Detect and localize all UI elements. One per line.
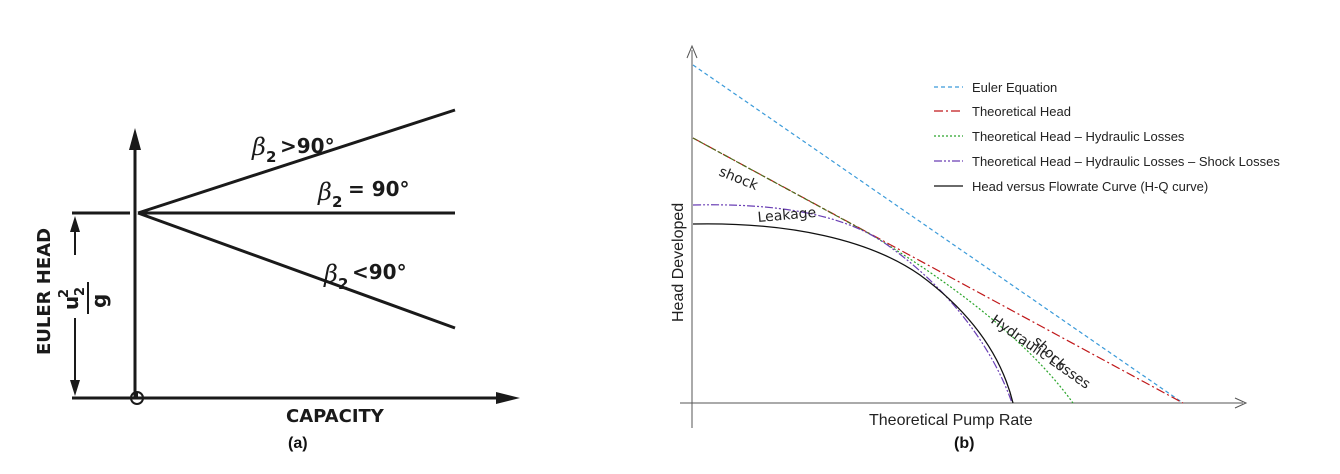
- panel-b-curve-theoretical-head: [692, 137, 1184, 404]
- panel-a-line-beta-gt-90: [137, 108, 456, 215]
- panel-a-beta-cond-1: >90°: [280, 134, 335, 158]
- panel-a-fraction-denominator: g: [87, 294, 111, 308]
- panel-b-caption: (b): [954, 435, 974, 452]
- panel-b-y-axis-arrow: [686, 44, 698, 59]
- panel-a-dimension-arrow-down: [70, 380, 80, 396]
- panel-a-x-axis-label: CAPACITY: [286, 406, 385, 427]
- legend-item-h-q-curve: Head versus Flowrate Curve (H-Q curve): [934, 179, 1208, 194]
- panel-b-curve-h-q: [692, 223, 1014, 404]
- panel-a-beta-cond-3: <90°: [352, 260, 407, 284]
- panel-a-line-beta-lt-90: [137, 211, 456, 330]
- panel-a-head-fraction: u 2 2 g: [57, 282, 111, 314]
- panel-a-fraction-numerator-sup: 2: [57, 289, 72, 298]
- panel-a-y-axis-arrow: [129, 128, 141, 150]
- panel-a-dimension-arrow-up: [70, 216, 80, 232]
- panel-a-x-axis-arrow: [496, 392, 520, 404]
- panel-a-y-axis-label: EULER HEAD: [34, 228, 55, 355]
- legend-label-hydraulic-losses: Theoretical Head – Hydraulic Losses: [972, 129, 1185, 144]
- panel-a-label-beta-eq-90: β 2 = 90°: [317, 177, 410, 211]
- panel-a-beta-symbol-2: β: [317, 178, 332, 206]
- panel-b-legend: Euler Equation Theoretical Head Theoreti…: [934, 80, 1280, 194]
- panel-b-curve-shock-losses: [692, 204, 1013, 404]
- legend-label-euler-equation: Euler Equation: [972, 80, 1057, 95]
- panel-a-label-beta-lt-90: β 2 <90°: [323, 260, 407, 293]
- legend-item-theoretical-head: Theoretical Head: [934, 104, 1071, 119]
- legend-label-shock-losses: Theoretical Head – Hydraulic Losses – Sh…: [972, 154, 1280, 169]
- panel-a-beta-symbol-1: β: [251, 133, 266, 161]
- panel-b-label-leakage: Leakage: [757, 205, 817, 226]
- panel-a-caption: (a): [288, 435, 308, 452]
- panel-b-curve-hydraulic-losses: [869, 233, 1074, 404]
- panel-b-label-shock-top: shock: [717, 164, 761, 194]
- panel-b-curve-euler-equation: [692, 64, 1184, 404]
- panel-a-fraction-numerator: u: [59, 296, 83, 310]
- panel-a-fraction-numerator-sub: 2: [73, 287, 88, 296]
- panel-a-label-beta-gt-90: β 2 >90°: [251, 133, 335, 166]
- legend-label-h-q-curve: Head versus Flowrate Curve (H-Q curve): [972, 179, 1208, 194]
- legend-item-hydraulic-losses: Theoretical Head – Hydraulic Losses: [934, 129, 1185, 144]
- panel-a: u 2 2 g EULER HEAD CAPACITY β 2 >90° β 2…: [34, 108, 520, 452]
- legend-item-shock-losses: Theoretical Head – Hydraulic Losses – Sh…: [934, 154, 1280, 169]
- panel-a-origin-marker: [130, 391, 144, 405]
- panel-a-beta-symbol-3: β: [323, 260, 338, 288]
- panel-b-curve-theoretical-head-overlap: [692, 137, 871, 235]
- legend-item-euler-equation: Euler Equation: [934, 80, 1057, 95]
- panel-b-y-axis-label: Head Developed: [670, 203, 687, 322]
- panel-a-beta-sub-3: 2: [338, 275, 348, 293]
- panel-a-beta-sub-2: 2: [332, 193, 342, 211]
- panel-b-x-axis-arrow: [1234, 397, 1248, 409]
- panel-a-beta-cond-2: = 90°: [348, 177, 410, 201]
- panel-b: Theoretical Pump Rate Head Developed sho…: [670, 44, 1280, 452]
- legend-label-theoretical-head: Theoretical Head: [972, 104, 1071, 119]
- panel-b-x-axis-label: Theoretical Pump Rate: [869, 412, 1033, 429]
- panel-a-beta-sub-1: 2: [266, 148, 276, 166]
